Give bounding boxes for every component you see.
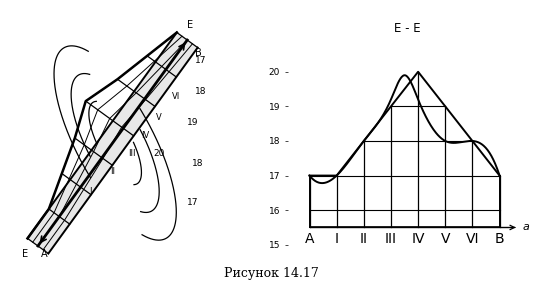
Text: 19: 19 [187,118,199,127]
Text: 17: 17 [195,56,206,65]
Text: B: B [195,48,201,58]
Text: a: a [523,223,529,233]
Text: Рисунок 14.17: Рисунок 14.17 [224,267,319,280]
Text: I: I [90,187,92,196]
Text: IV: IV [141,131,149,140]
Text: VI: VI [172,92,180,101]
Text: 20: 20 [154,149,165,158]
Text: 18: 18 [192,159,204,168]
Text: III: III [128,149,136,158]
Text: 18: 18 [195,87,206,96]
Text: V: V [156,113,162,122]
Text: E: E [187,20,193,30]
Text: II: II [110,167,115,176]
Text: A: A [41,249,47,259]
Polygon shape [28,33,198,253]
Text: 17: 17 [187,198,199,207]
Text: E: E [22,249,28,259]
Title: E - E: E - E [394,22,421,35]
